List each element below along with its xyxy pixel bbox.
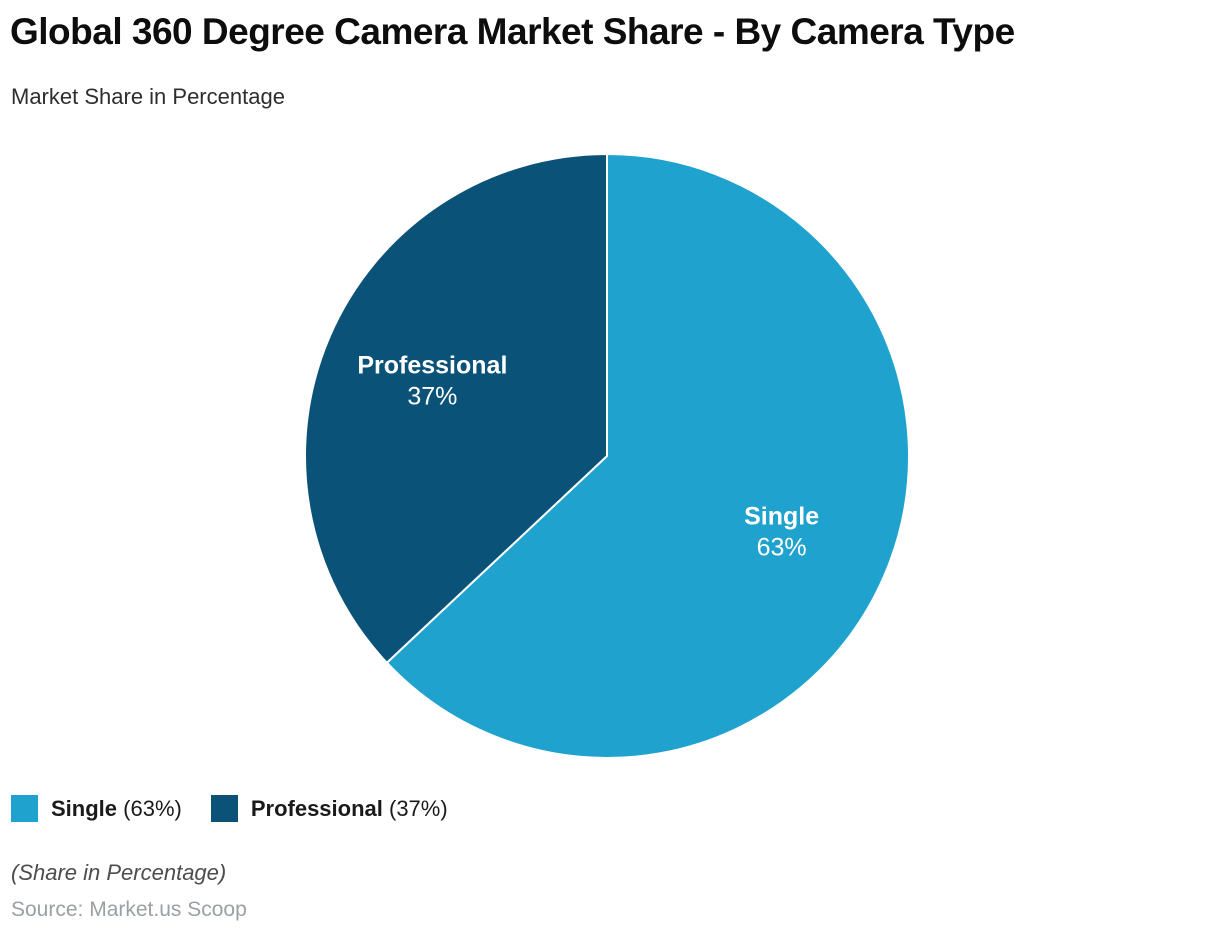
chart-legend: Single (63%) Professional (37%) (11, 795, 448, 822)
legend-label-professional: Professional (37%) (251, 796, 448, 822)
slice-value-single: 63% (757, 534, 807, 562)
source-credit: Source: Market.us Scoop (11, 898, 247, 921)
pie-slice-professional (304, 153, 608, 664)
legend-item-single: Single (63%) (11, 795, 182, 822)
legend-percent-professional: (37%) (389, 795, 448, 821)
legend-name-single: Single (51, 795, 118, 821)
slice-value-professional: 37% (407, 382, 457, 410)
legend-label-single: Single (63%) (51, 796, 182, 822)
legend-name-professional: Professional (250, 795, 383, 821)
slice-label-professional: Professional (357, 351, 507, 379)
share-note: (Share in Percentage) (11, 860, 227, 885)
chart-title: Global 360 Degree Camera Market Share - … (10, 11, 1015, 52)
slice-label-single: Single (744, 503, 819, 531)
legend-swatch-single (11, 795, 38, 822)
legend-item-professional: Professional (37%) (210, 795, 448, 822)
pie-chart: Single 63% Professional 37% (304, 153, 910, 759)
legend-percent-single: (63%) (123, 795, 182, 821)
chart-subtitle: Market Share in Percentage (11, 84, 285, 109)
pie-slice-single (385, 153, 910, 759)
legend-swatch-professional (210, 795, 238, 822)
